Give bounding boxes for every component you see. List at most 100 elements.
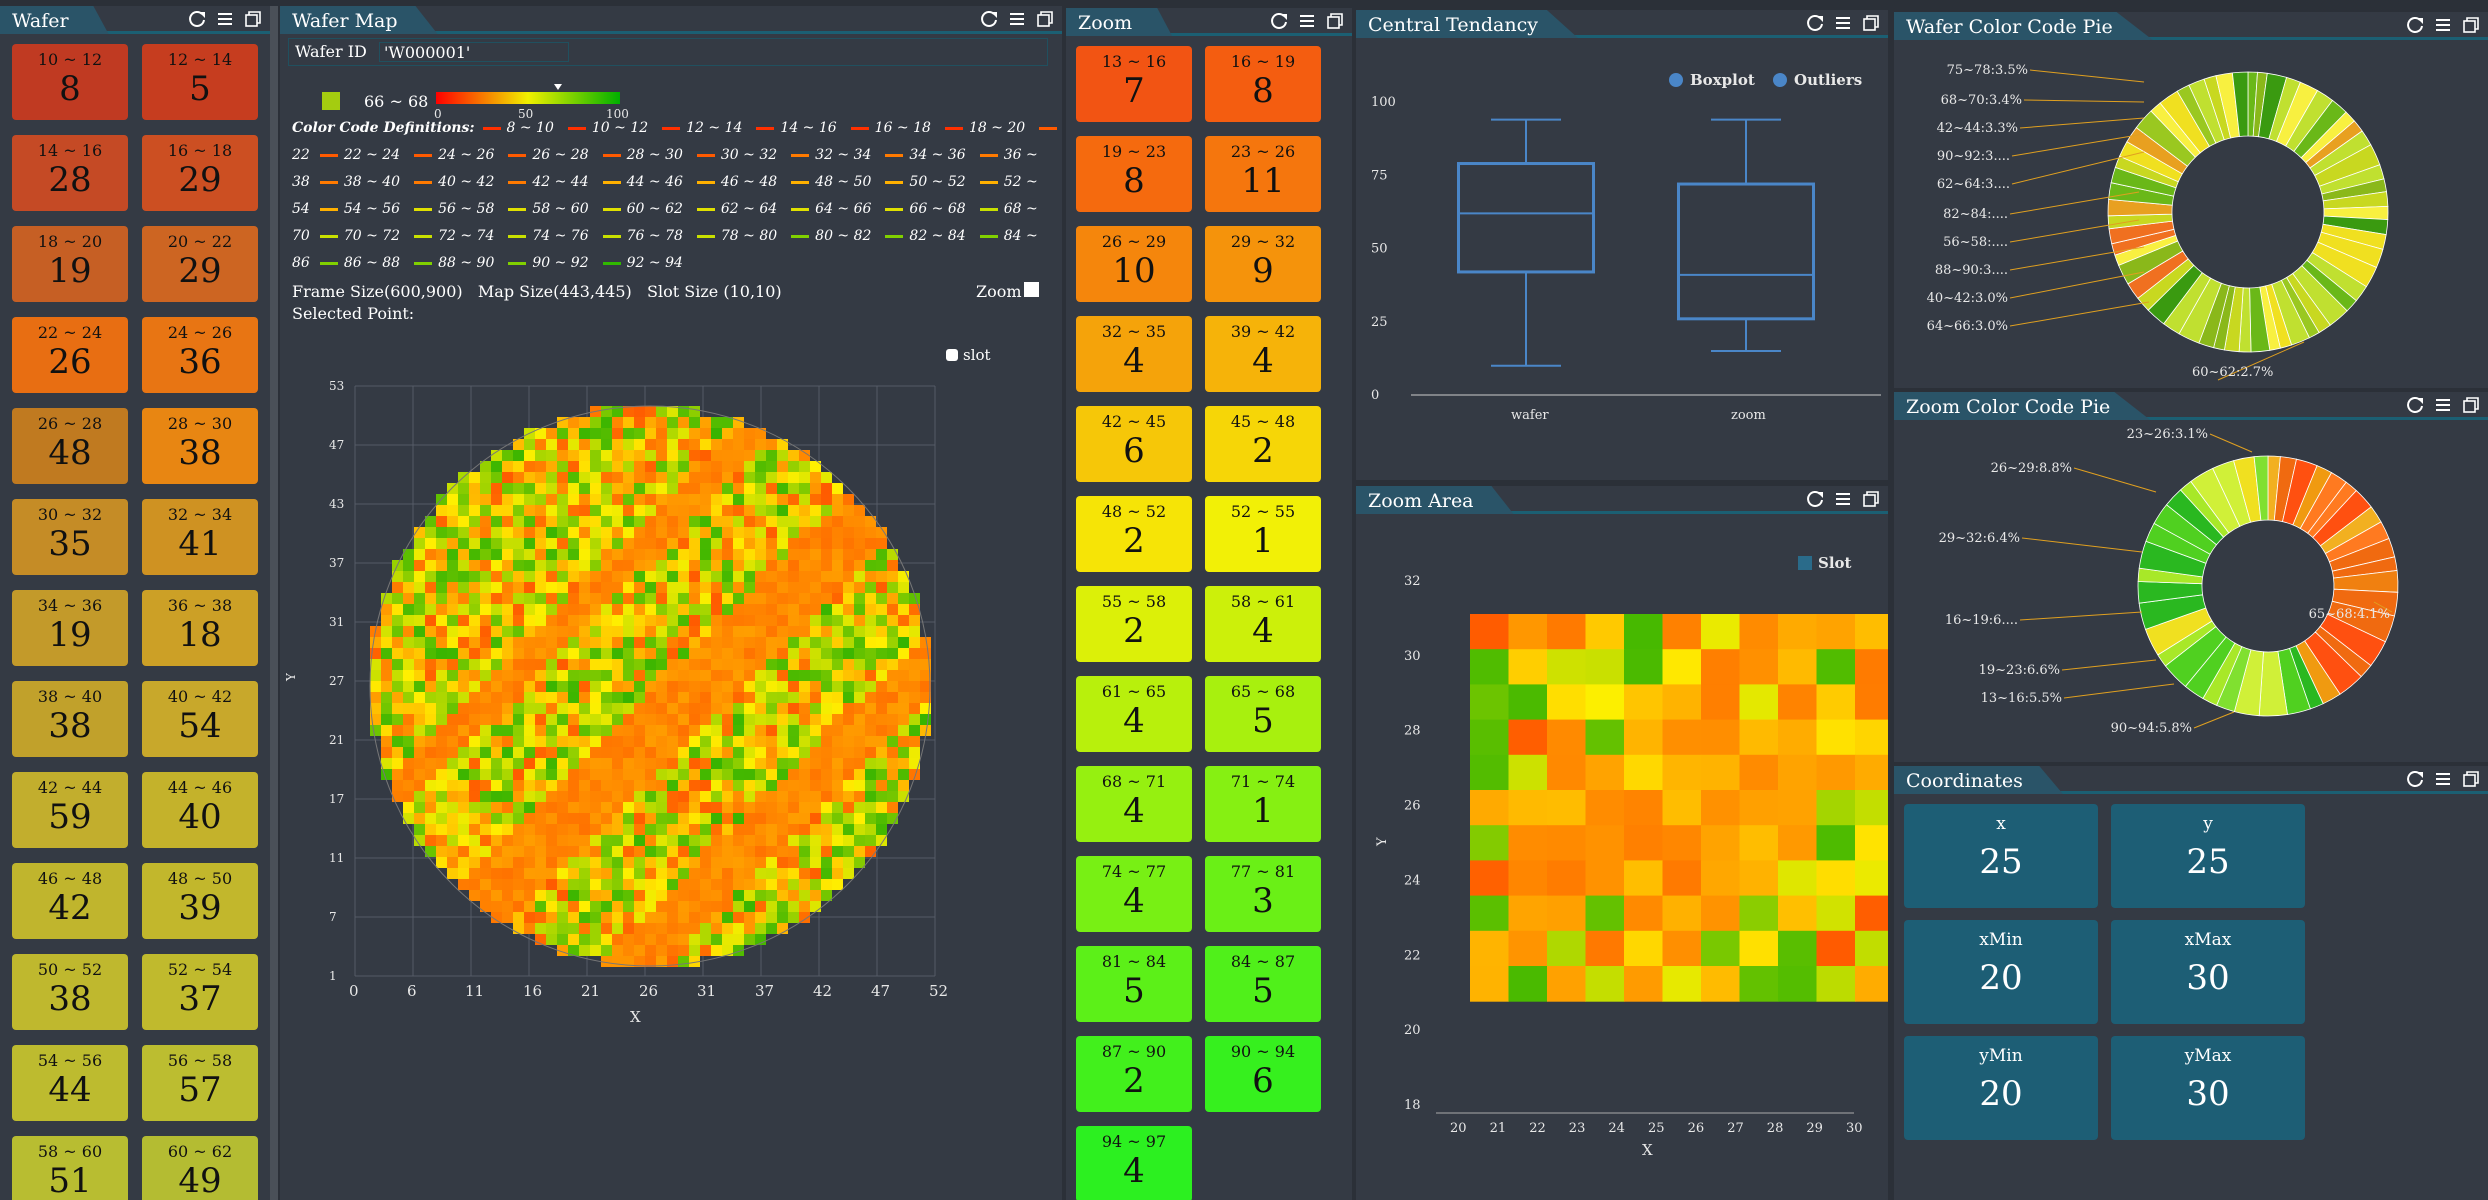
die-cell[interactable] [810, 483, 821, 494]
die-cell[interactable] [612, 890, 623, 901]
die-cell[interactable] [667, 714, 678, 725]
die-cell[interactable] [678, 560, 689, 571]
die-cell[interactable] [766, 472, 777, 483]
die-cell[interactable] [601, 824, 612, 835]
die-cell[interactable] [810, 835, 821, 846]
die-cell[interactable] [656, 703, 667, 714]
die-cell[interactable] [865, 626, 876, 637]
refresh-icon[interactable] [980, 10, 998, 28]
die-cell[interactable] [733, 868, 744, 879]
die-cell[interactable] [667, 516, 678, 527]
die-cell[interactable] [623, 901, 634, 912]
zoom-cell[interactable] [1508, 684, 1548, 721]
die-cell[interactable] [711, 714, 722, 725]
die-cell[interactable] [447, 637, 458, 648]
die-cell[interactable] [832, 593, 843, 604]
die-cell[interactable] [601, 890, 612, 901]
die-cell[interactable] [865, 560, 876, 571]
die-cell[interactable] [436, 593, 447, 604]
die-cell[interactable] [601, 637, 612, 648]
die-cell[interactable] [865, 648, 876, 659]
die-cell[interactable] [821, 692, 832, 703]
die-cell[interactable] [700, 648, 711, 659]
zoom-cell[interactable] [1739, 649, 1779, 685]
die-cell[interactable] [403, 681, 414, 692]
die-cell[interactable] [755, 648, 766, 659]
die-cell[interactable] [744, 824, 755, 835]
die-cell[interactable] [678, 483, 689, 494]
die-cell[interactable] [524, 450, 535, 461]
die-cell[interactable] [524, 824, 535, 835]
die-cell[interactable] [678, 450, 689, 461]
die-cell[interactable] [590, 428, 601, 439]
die-cell[interactable] [821, 791, 832, 802]
range-tile[interactable]: 58 ~ 61 4 [1205, 586, 1321, 662]
die-cell[interactable] [843, 505, 854, 516]
die-cell[interactable] [403, 813, 414, 824]
die-cell[interactable] [788, 593, 799, 604]
die-cell[interactable] [579, 593, 590, 604]
die-cell[interactable] [876, 802, 887, 813]
zoom-cell[interactable] [1547, 930, 1586, 967]
die-cell[interactable] [513, 681, 524, 692]
die-cell[interactable] [689, 890, 700, 901]
zoom-cell[interactable] [1624, 754, 1663, 791]
die-cell[interactable] [590, 857, 601, 868]
die-cell[interactable] [502, 747, 513, 758]
die-cell[interactable] [403, 802, 414, 813]
die-cell[interactable] [854, 780, 865, 791]
die-cell[interactable] [656, 824, 667, 835]
die-cell[interactable] [821, 736, 832, 747]
die-cell[interactable] [381, 769, 392, 780]
die-cell[interactable] [722, 835, 733, 846]
die-cell[interactable] [634, 571, 645, 582]
zoom-cell[interactable] [1778, 860, 1817, 897]
die-cell[interactable] [700, 835, 711, 846]
die-cell[interactable] [546, 835, 557, 846]
die-cell[interactable] [667, 758, 678, 769]
die-cell[interactable] [887, 813, 898, 824]
die-cell[interactable] [777, 593, 788, 604]
die-cell[interactable] [623, 956, 634, 967]
die-cell[interactable] [568, 747, 579, 758]
die-cell[interactable] [524, 846, 535, 857]
die-cell[interactable] [447, 571, 458, 582]
die-cell[interactable] [788, 901, 799, 912]
die-cell[interactable] [799, 824, 810, 835]
die-cell[interactable] [645, 890, 656, 901]
zoom-cell[interactable] [1662, 790, 1702, 826]
die-cell[interactable] [865, 516, 876, 527]
boxplot-box[interactable] [1677, 118, 1815, 353]
die-cell[interactable] [425, 637, 436, 648]
die-cell[interactable] [898, 637, 909, 648]
die-cell[interactable] [656, 494, 667, 505]
die-cell[interactable] [667, 670, 678, 681]
die-cell[interactable] [590, 527, 601, 538]
die-cell[interactable] [810, 813, 821, 824]
die-cell[interactable] [502, 461, 513, 472]
die-cell[interactable] [436, 670, 447, 681]
die-cell[interactable] [711, 868, 722, 879]
range-tile[interactable]: 45 ~ 48 2 [1205, 406, 1321, 482]
die-cell[interactable] [414, 824, 425, 835]
die-cell[interactable] [788, 802, 799, 813]
die-cell[interactable] [546, 802, 557, 813]
die-cell[interactable] [678, 472, 689, 483]
die-cell[interactable] [623, 681, 634, 692]
die-cell[interactable] [667, 780, 678, 791]
die-cell[interactable] [722, 780, 733, 791]
legend-item[interactable]: 14 ~ 16 [756, 120, 837, 136]
legend-item[interactable]: 42 ~ 44 [508, 174, 589, 190]
die-cell[interactable] [832, 791, 843, 802]
die-cell[interactable] [777, 615, 788, 626]
die-cell[interactable] [678, 769, 689, 780]
die-cell[interactable] [601, 692, 612, 703]
die-cell[interactable] [777, 857, 788, 868]
die-cell[interactable] [843, 494, 854, 505]
die-cell[interactable] [689, 879, 700, 890]
range-tile[interactable]: 87 ~ 90 2 [1076, 1036, 1192, 1112]
die-cell[interactable] [579, 791, 590, 802]
die-cell[interactable] [689, 791, 700, 802]
die-cell[interactable] [810, 670, 821, 681]
die-cell[interactable] [557, 560, 568, 571]
